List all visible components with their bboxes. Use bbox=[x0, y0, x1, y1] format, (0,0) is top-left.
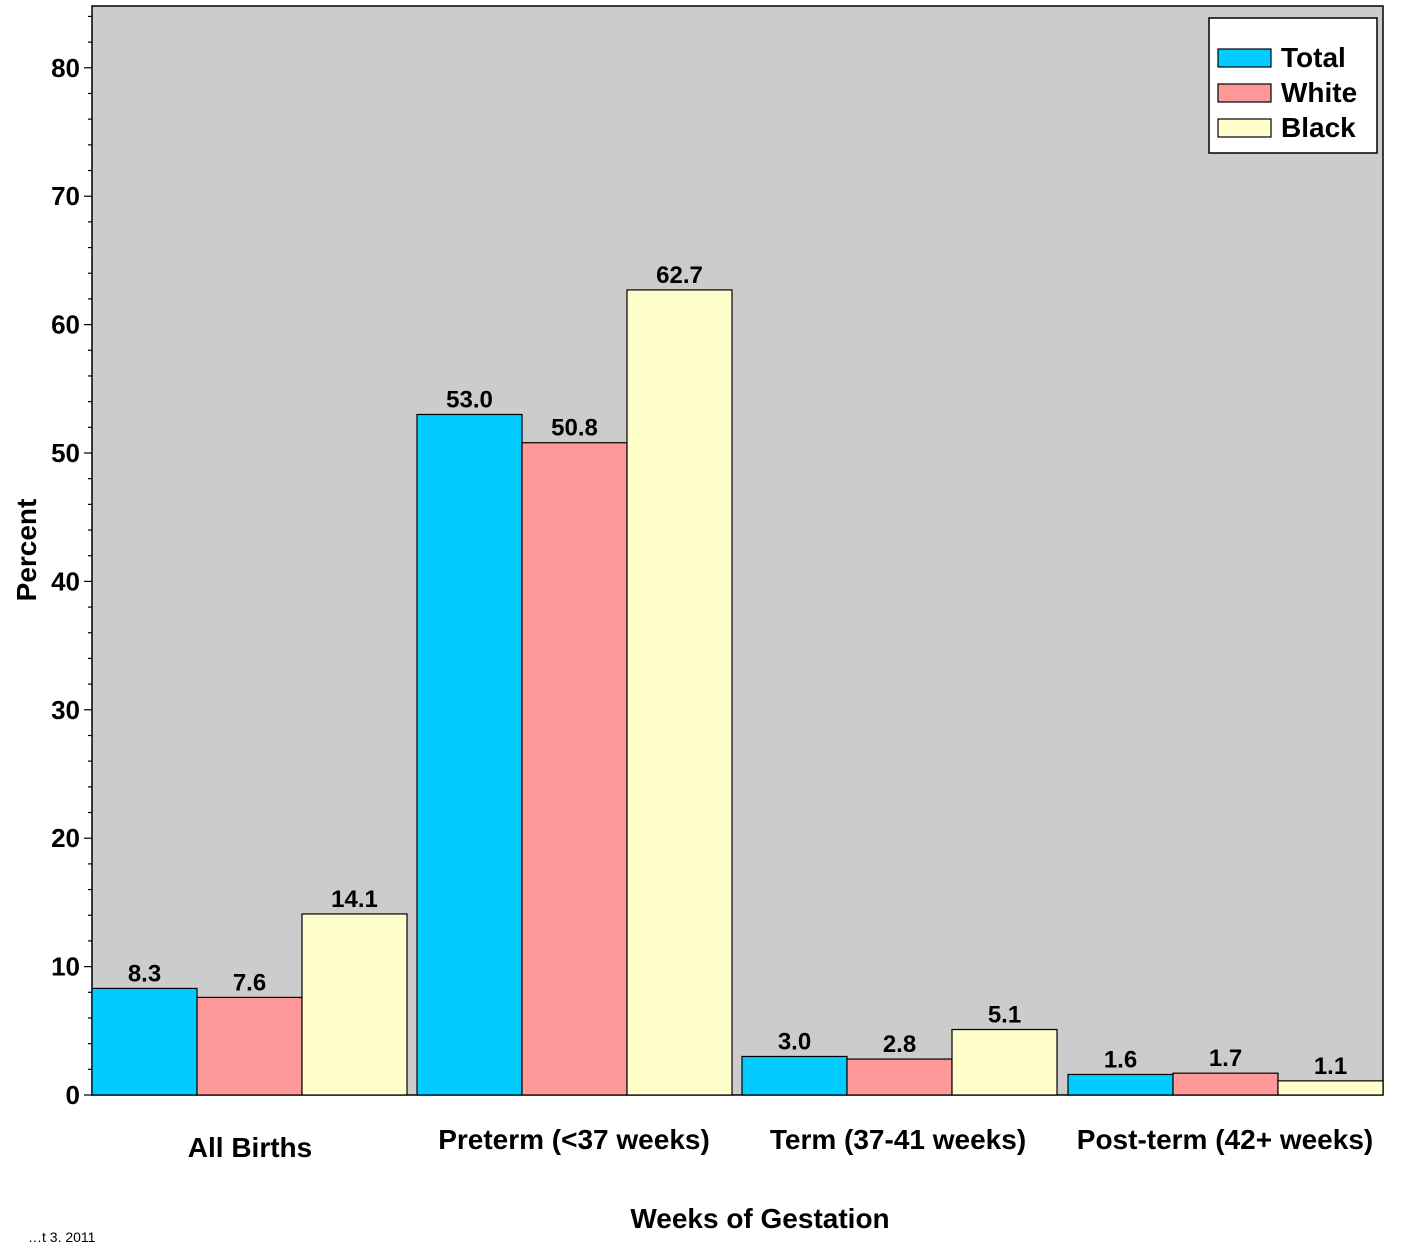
bar-black bbox=[1277, 1080, 1384, 1096]
footnote: …t 3, 2011 bbox=[28, 1229, 96, 1242]
y-tick-label: 50 bbox=[51, 438, 80, 468]
y-tick-label: 40 bbox=[51, 566, 80, 596]
data-label: 50.8 bbox=[551, 415, 598, 442]
y-tick-label: 70 bbox=[51, 181, 80, 211]
legend-label-white: White bbox=[1281, 77, 1357, 108]
bar-total bbox=[91, 987, 198, 1096]
data-label: 53.0 bbox=[446, 386, 493, 413]
bar-total bbox=[741, 1055, 848, 1096]
bar-white bbox=[196, 996, 303, 1096]
category-label: Post-term (42+ weeks) bbox=[1077, 1124, 1373, 1155]
data-label: 14.1 bbox=[331, 886, 378, 913]
category-label: Preterm (<37 weeks) bbox=[438, 1124, 710, 1155]
data-label: 2.8 bbox=[883, 1031, 916, 1058]
data-label: 5.1 bbox=[988, 1002, 1021, 1029]
bar-white bbox=[521, 442, 628, 1096]
legend-label-black: Black bbox=[1281, 112, 1356, 143]
data-label: 1.1 bbox=[1314, 1053, 1347, 1080]
legend-swatch-black bbox=[1217, 118, 1272, 138]
y-tick-label: 80 bbox=[51, 53, 80, 83]
y-axis-title: Percent bbox=[11, 499, 42, 602]
bar-black bbox=[301, 913, 408, 1096]
plot-area bbox=[91, 5, 1384, 1096]
y-tick-label: 20 bbox=[51, 823, 80, 853]
data-label: 1.6 bbox=[1104, 1046, 1137, 1073]
bar-white bbox=[846, 1058, 953, 1096]
bar-black bbox=[626, 289, 733, 1096]
bar-total bbox=[416, 413, 523, 1096]
legend-swatch-total bbox=[1217, 48, 1272, 68]
legend-swatch-white bbox=[1217, 83, 1272, 103]
y-axis: 0 10 20 30 40 50 60 70 80 bbox=[51, 15, 92, 1110]
data-label: 1.7 bbox=[1209, 1045, 1242, 1072]
y-tick-label: 10 bbox=[51, 952, 80, 982]
legend-label-total: Total bbox=[1281, 42, 1346, 73]
category-label: Term (37-41 weeks) bbox=[770, 1124, 1026, 1155]
x-axis-categories: All Births Preterm (<37 weeks) Term (37-41… bbox=[188, 1124, 1373, 1163]
data-label: 62.7 bbox=[656, 262, 703, 289]
bar-black bbox=[951, 1028, 1058, 1096]
bar-total bbox=[1067, 1073, 1174, 1096]
y-tick-label: 0 bbox=[66, 1080, 80, 1110]
data-label: 3.0 bbox=[778, 1028, 811, 1055]
x-axis-title: Weeks of Gestation bbox=[630, 1203, 889, 1234]
y-tick-label: 30 bbox=[51, 695, 80, 725]
category-label: All Births bbox=[188, 1132, 312, 1163]
data-labels: 8.3 7.6 14.1 53.0 50.8 62.7 3.0 2.8 5.1 1.6 1.7 1.1 bbox=[128, 262, 1347, 1080]
data-label: 7.6 bbox=[233, 969, 266, 996]
legend: Total White Black bbox=[1208, 17, 1378, 154]
y-tick-label: 60 bbox=[51, 310, 80, 340]
data-label: 8.3 bbox=[128, 960, 161, 987]
bar-white bbox=[1172, 1072, 1279, 1096]
bars bbox=[91, 289, 1384, 1096]
